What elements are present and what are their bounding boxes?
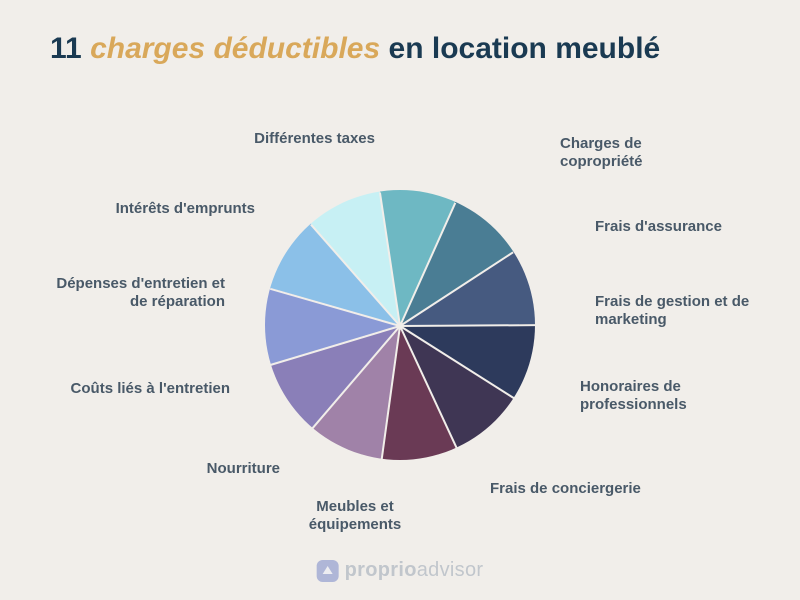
brand-logo: proprioadvisor bbox=[317, 559, 484, 582]
pie-slice-label: Frais de gestion et de marketing bbox=[595, 293, 755, 329]
chart-container: 11 charges déductibles en location meubl… bbox=[0, 0, 800, 600]
pie-slice-label: Coûts liés à l'entretien bbox=[60, 380, 230, 398]
pie-slice-label: Frais d'assurance bbox=[595, 218, 745, 236]
pie-slice-label: Intérêts d'emprunts bbox=[95, 200, 255, 218]
pie-slice-label: Nourriture bbox=[170, 460, 280, 478]
pie-slice-label: Honoraires de professionnels bbox=[580, 378, 740, 414]
title-number: 11 bbox=[50, 32, 82, 65]
title-accent: charges déductibles bbox=[90, 32, 380, 65]
logo-bold: proprio bbox=[345, 559, 417, 581]
page-title: 11 charges déductibles en location meubl… bbox=[50, 32, 660, 66]
pie-slice-label: Différentes taxes bbox=[225, 130, 375, 148]
pie-slice-label: Charges de copropriété bbox=[560, 135, 690, 171]
title-rest: en location meublé bbox=[389, 32, 661, 65]
pie-slice-label: Frais de conciergerie bbox=[490, 480, 670, 498]
logo-light: advisor bbox=[417, 559, 484, 581]
pie-chart bbox=[265, 190, 535, 460]
pie-slice-label: Meubles et équipements bbox=[295, 498, 415, 534]
logo-text: proprioadvisor bbox=[345, 559, 484, 582]
pie-slice-label: Dépenses d'entretien et de réparation bbox=[55, 275, 225, 311]
logo-mark-icon bbox=[317, 560, 339, 582]
